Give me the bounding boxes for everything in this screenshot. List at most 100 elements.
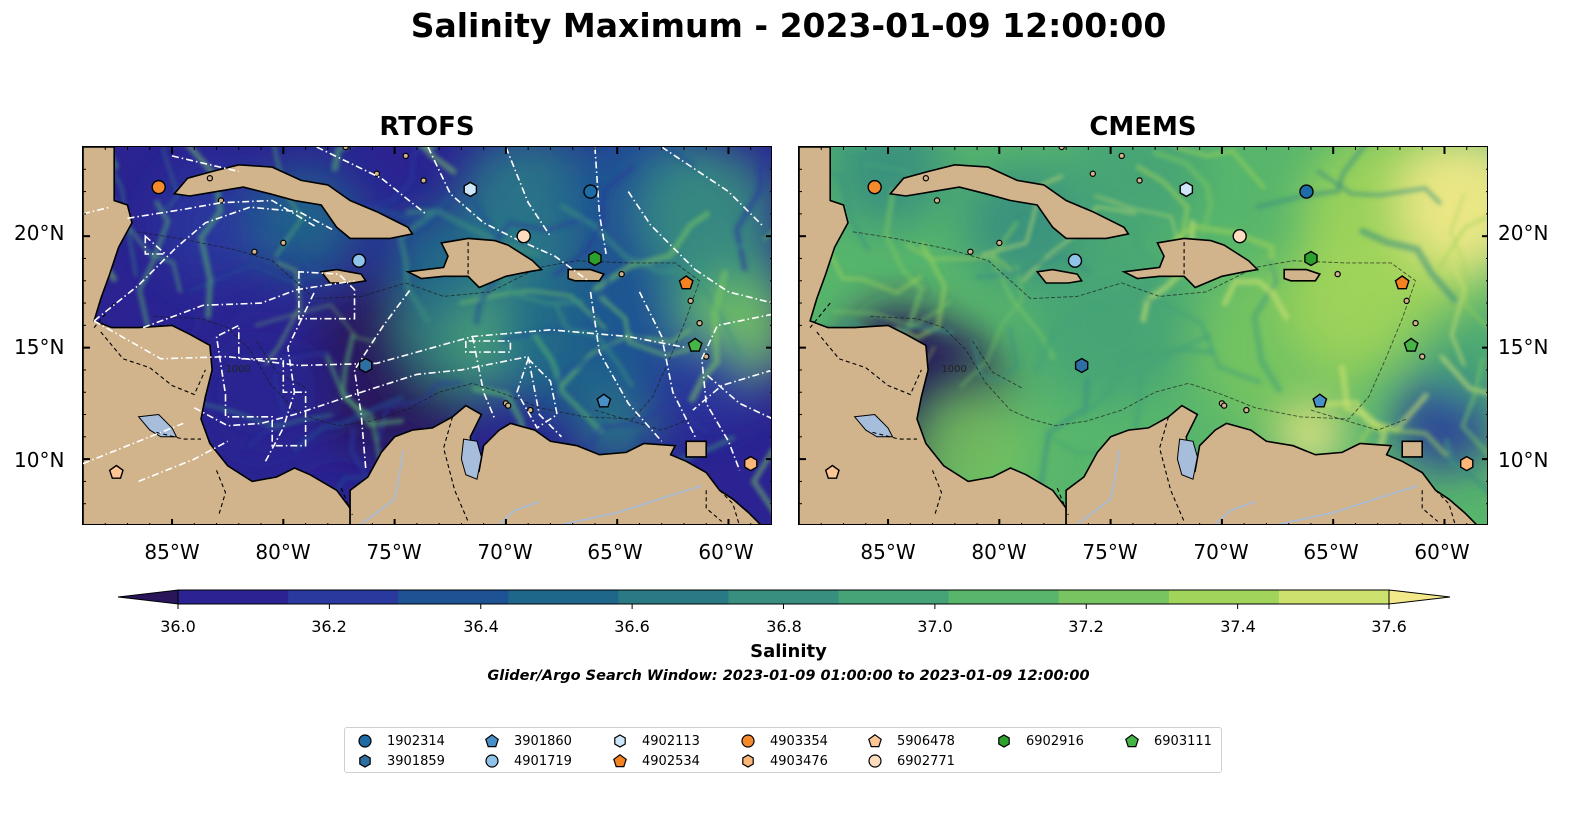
float-3901859-hexagon-marker[interactable] (1074, 357, 1089, 374)
lake (853, 413, 894, 438)
small-island (342, 147, 349, 151)
float-4903354-circle-marker[interactable] (151, 179, 166, 195)
border (809, 302, 831, 328)
colorbar (117, 589, 1451, 609)
legend-entry: 6902916 (996, 732, 1084, 750)
lat-tick-label: 10°N (1498, 448, 1549, 472)
small-island (1058, 147, 1065, 151)
colorbar-tick-label: 37.2 (1068, 617, 1104, 636)
float-5906478-pentagon-marker[interactable] (824, 464, 840, 479)
border (443, 416, 469, 522)
colorbar-tick-label: 36.0 (160, 617, 196, 636)
float-4902113-hexagon-marker[interactable] (463, 181, 478, 198)
legend-entry: 4902113 (612, 732, 700, 750)
lat-tick-label: 20°N (1498, 221, 1549, 245)
lake (137, 413, 178, 438)
colorbar-tick-label: 37.0 (917, 617, 953, 636)
landmass-trinidad (1401, 440, 1424, 458)
legend-label: 6902771 (897, 753, 955, 769)
float-3901860-pentagon-marker[interactable] (596, 393, 612, 408)
colorbar-tick-label: 37.6 (1371, 617, 1407, 636)
float-6902771-circle-marker[interactable] (1232, 228, 1247, 244)
contour-label: 1000 (941, 364, 966, 375)
colorbar-tick-label: 36.8 (766, 617, 802, 636)
float-4903354-circle-marker[interactable] (867, 179, 882, 195)
float-3901859-hexagon-marker[interactable] (358, 357, 373, 374)
legend-label: 4902534 (642, 753, 700, 769)
lake (1176, 438, 1198, 480)
river (1276, 485, 1419, 524)
float-6903111-pentagon-marker[interactable] (687, 337, 703, 352)
small-island (504, 402, 512, 409)
river (498, 500, 540, 524)
border (1421, 490, 1439, 522)
circle-marker-icon (868, 754, 882, 768)
legend-label: 3901860 (514, 733, 572, 749)
river (1076, 450, 1121, 524)
landmass-puerto-rico (567, 268, 606, 282)
float-6902771-circle-marker[interactable] (516, 228, 531, 244)
circle-marker-icon (485, 754, 499, 768)
lon-tick-label: 85°W (144, 540, 200, 564)
small-island (206, 175, 214, 182)
float-4902534-pentagon-marker[interactable] (678, 275, 694, 290)
colorbar-extend-low (117, 589, 179, 605)
float-4903476-hexagon-marker[interactable] (1460, 455, 1474, 472)
float-6902916-hexagon-marker[interactable] (1304, 250, 1318, 267)
small-island (217, 197, 225, 204)
float-5906478-pentagon-marker[interactable] (108, 464, 124, 479)
small-island (1089, 170, 1097, 177)
float-6903111-pentagon-marker[interactable] (1403, 337, 1419, 352)
lon-tick-label: 60°W (698, 540, 754, 564)
river (560, 485, 703, 524)
colorbar-segment (398, 590, 509, 604)
colorbar-segment (1058, 590, 1170, 604)
land (799, 147, 1478, 524)
legend-label: 4903476 (770, 753, 828, 769)
small-island (618, 270, 625, 278)
float-6902916-hexagon-marker[interactable] (588, 250, 602, 267)
landmass-cuba (888, 163, 1130, 240)
lat-tick-label: 10°N (14, 448, 65, 472)
float-4903476-hexagon-marker[interactable] (744, 455, 758, 472)
circle-marker-icon (358, 734, 372, 748)
hexagon-marker-icon (742, 754, 754, 768)
colorbar-tick-label: 36.2 (311, 617, 347, 636)
float-4901719-circle-marker[interactable] (351, 253, 367, 268)
contour-label: 1000 (225, 364, 250, 375)
border (816, 331, 922, 396)
shipping-routes (83, 147, 771, 483)
float-4901719-circle-marker[interactable] (1067, 253, 1083, 268)
map-ticks (799, 147, 1487, 524)
border (1159, 416, 1185, 522)
small-island (922, 175, 930, 182)
small-island (687, 297, 694, 305)
float-1902314-circle-marker[interactable] (583, 184, 598, 199)
float-3901860-pentagon-marker[interactable] (1312, 393, 1328, 408)
small-island (1136, 177, 1143, 184)
float-markers (108, 179, 758, 479)
border (340, 487, 353, 516)
float-4902113-hexagon-marker[interactable] (1179, 181, 1194, 198)
pentagon-marker-icon (868, 734, 882, 748)
search-window-caption: Glider/Argo Search Window: 2023-01-09 01… (487, 668, 1090, 684)
landmass-jamaica (1035, 268, 1084, 284)
small-island (1403, 297, 1410, 305)
lon-tick-label: 65°W (1303, 540, 1359, 564)
figure-title: Salinity Maximum - 2023-01-09 12:00:00 (410, 6, 1167, 45)
small-island (402, 152, 409, 160)
small-island (373, 170, 381, 177)
small-island (933, 197, 941, 204)
colorbar-segment (1168, 590, 1280, 604)
rtofs-map[interactable]: 1000 (82, 146, 772, 525)
float-1902314-circle-marker[interactable] (1299, 184, 1314, 199)
small-island (1118, 152, 1125, 160)
legend-label: 4902113 (642, 733, 700, 749)
legend-entry: 4901719 (484, 752, 572, 770)
border (215, 470, 227, 516)
float-4902534-pentagon-marker[interactable] (1394, 275, 1410, 290)
cmems-map[interactable]: 1000 (798, 146, 1488, 525)
colorbar-tick-label: 36.4 (463, 617, 499, 636)
pentagon-marker-icon (613, 754, 627, 768)
river (360, 450, 405, 524)
